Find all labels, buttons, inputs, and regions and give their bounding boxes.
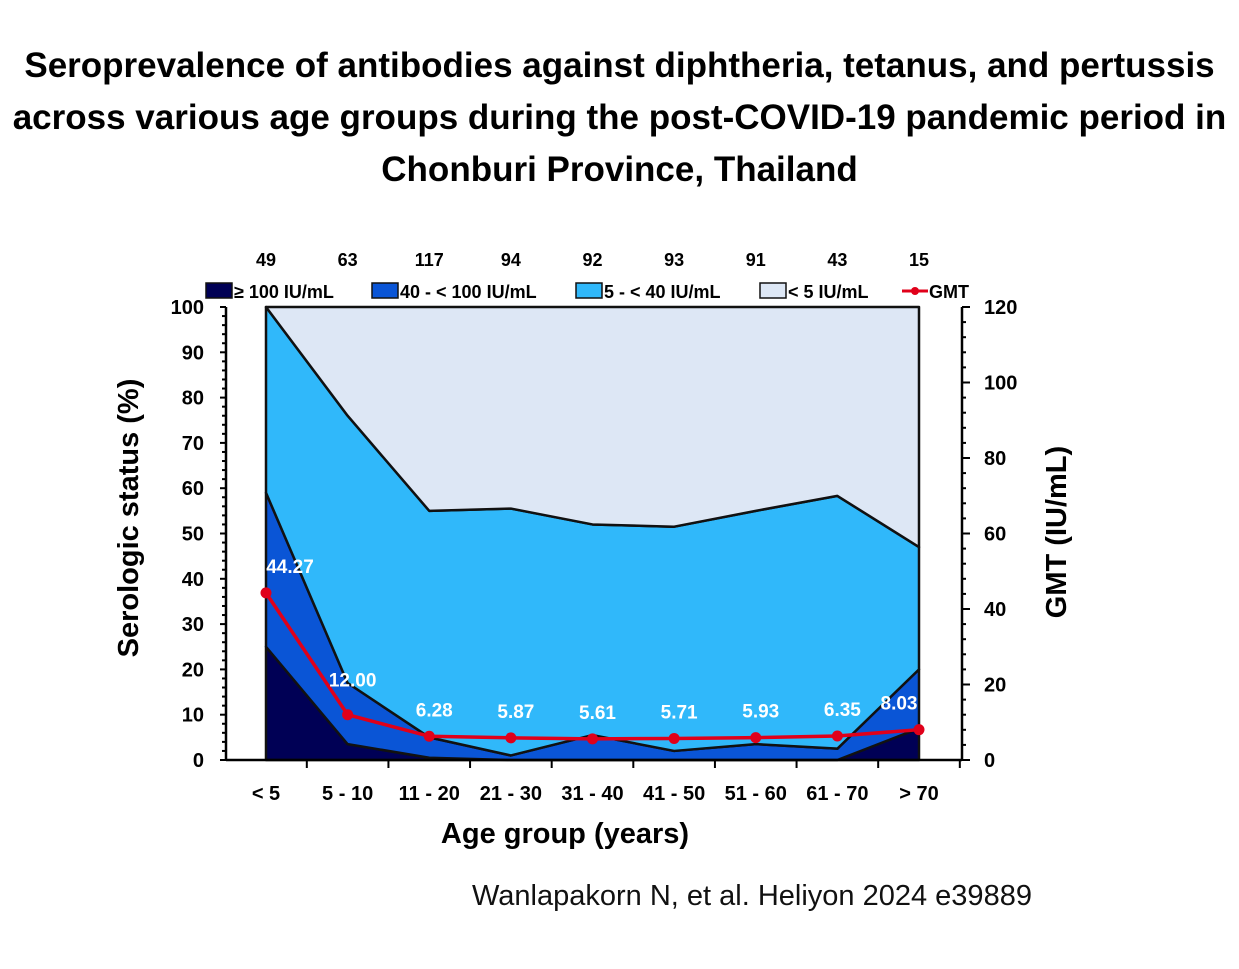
gmt-point xyxy=(342,709,354,721)
gmt-data-label: 8.03 xyxy=(881,694,918,715)
y-tick-label: 50 xyxy=(182,524,204,546)
y2-tick-label: 100 xyxy=(984,373,1017,395)
y-tick-label: 10 xyxy=(182,705,204,727)
y-tick-label: 80 xyxy=(182,388,204,410)
sample-size-label: 94 xyxy=(501,250,521,270)
gmt-data-label: 5.87 xyxy=(497,702,534,723)
gmt-point xyxy=(423,730,435,742)
legend-label: < 5 IU/mL xyxy=(788,282,869,302)
gmt-point xyxy=(260,587,272,599)
gmt-data-label: 6.35 xyxy=(824,700,861,721)
sample-size-label: 15 xyxy=(909,250,929,270)
x-tick-label: 41 - 50 xyxy=(643,783,705,805)
y-tick-label: 60 xyxy=(182,478,204,500)
gmt-point xyxy=(750,732,762,744)
y2-tick-label: 0 xyxy=(984,750,995,772)
x-tick-label: < 5 xyxy=(252,783,280,805)
x-tick-label: 61 - 70 xyxy=(806,783,868,805)
y-tick-label: 100 xyxy=(171,297,204,319)
gmt-point xyxy=(913,724,925,736)
y-tick-label: 90 xyxy=(182,342,204,364)
y2-tick-label: 40 xyxy=(984,599,1006,621)
chart-title: Seroprevalence of antibodies against dip… xyxy=(12,46,1227,189)
legend-swatch xyxy=(575,282,603,299)
legend-swatch xyxy=(205,282,233,299)
sample-size-label: 93 xyxy=(664,250,684,270)
y2-tick-label: 120 xyxy=(984,297,1017,319)
y-tick-label: 70 xyxy=(182,433,204,455)
y-tick-label: 20 xyxy=(182,659,204,681)
sample-size-label: 92 xyxy=(582,250,602,270)
x-tick-label: > 70 xyxy=(899,783,938,805)
legend-swatch xyxy=(759,282,787,299)
legend-label: 40 - < 100 IU/mL xyxy=(400,282,537,302)
gmt-point xyxy=(505,732,517,744)
legend-label: 5 - < 40 IU/mL xyxy=(604,282,721,302)
sample-size-label: 63 xyxy=(338,250,358,270)
legend-swatch xyxy=(371,282,399,299)
legend-label: ≥ 100 IU/mL xyxy=(234,282,334,302)
y-tick-label: 40 xyxy=(182,569,204,591)
sample-size-label: 43 xyxy=(827,250,847,270)
citation: Wanlapakorn N, et al. Heliyon 2024 e3988… xyxy=(472,880,1032,912)
area-3 xyxy=(264,305,921,549)
y2-tick-label: 20 xyxy=(984,675,1006,697)
gmt-point xyxy=(831,730,843,742)
sample-size-label: 91 xyxy=(746,250,766,270)
x-axis-title: Age group (years) xyxy=(441,818,689,850)
legend-label: GMT xyxy=(929,282,969,302)
gmt-data-label: 12.00 xyxy=(329,671,377,692)
y-tick-label: 0 xyxy=(193,750,204,772)
gmt-data-label: 6.28 xyxy=(416,700,453,721)
y-axis-title: Serologic status (%) xyxy=(113,379,145,658)
y-tick-label: 30 xyxy=(182,614,204,636)
x-tick-label: 31 - 40 xyxy=(561,783,623,805)
legend-gmt-marker xyxy=(911,287,919,295)
y2-axis-title: GMT (IU/mL) xyxy=(1041,446,1073,618)
x-tick-label: 5 - 10 xyxy=(322,783,373,805)
x-tick-label: 21 - 30 xyxy=(480,783,542,805)
gmt-data-label: 44.27 xyxy=(266,557,314,578)
gmt-data-label: 5.93 xyxy=(742,702,779,723)
gmt-data-label: 5.61 xyxy=(579,703,616,724)
gmt-data-label: 5.71 xyxy=(661,702,698,723)
x-tick-label: 51 - 60 xyxy=(725,783,787,805)
y2-tick-label: 80 xyxy=(984,448,1006,470)
sample-size-label: 49 xyxy=(256,250,276,270)
gmt-point xyxy=(587,733,598,745)
sample-size-label: 117 xyxy=(415,250,444,270)
x-tick-label: 11 - 20 xyxy=(399,783,460,805)
gmt-point xyxy=(668,732,680,744)
y2-tick-label: 60 xyxy=(984,524,1006,546)
